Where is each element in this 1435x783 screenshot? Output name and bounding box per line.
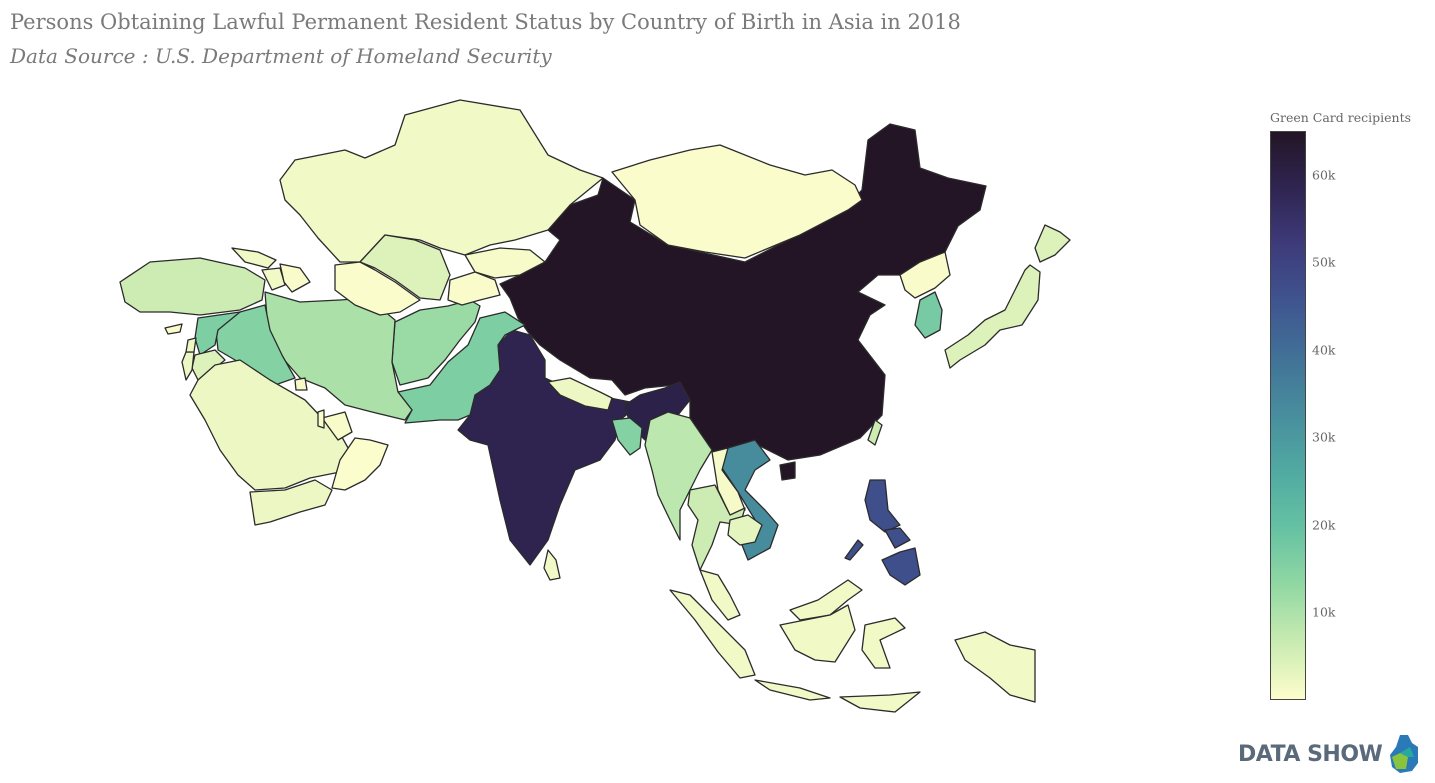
country-afghanistan[interactable]	[391, 299, 481, 386]
country-qatar[interactable]	[317, 409, 325, 429]
country-pakistan[interactable]	[397, 311, 526, 424]
country-nepal[interactable]	[547, 377, 613, 411]
country-philippines-mindanao[interactable]	[881, 547, 921, 586]
country-myanmar[interactable]	[644, 411, 713, 541]
country-malaysia-borneo[interactable]	[789, 579, 863, 621]
logo-text: DATA SHOW	[1238, 741, 1383, 767]
country-lebanon[interactable]	[185, 337, 197, 353]
country-shapes	[119, 99, 1071, 713]
country-vietnam[interactable]	[721, 439, 779, 561]
colorbar-gradient	[1270, 131, 1306, 700]
map-subtitle: Data Source : U.S. Department of Homelan…	[10, 44, 552, 68]
country-cyprus[interactable]	[164, 323, 183, 335]
colorbar-tick-label: 30k	[1312, 429, 1336, 445]
country-mongolia[interactable]	[611, 144, 863, 259]
country-indonesia-sumatra[interactable]	[669, 589, 756, 679]
country-thailand[interactable]	[687, 484, 746, 571]
country-south-korea[interactable]	[914, 291, 943, 339]
colorbar-tick-label: 10k	[1312, 604, 1336, 620]
country-israel[interactable]	[181, 351, 195, 381]
data-show-logo-icon	[1390, 735, 1419, 773]
country-north-korea[interactable]	[899, 251, 951, 299]
country-indonesia-java[interactable]	[754, 679, 831, 701]
country-china[interactable]	[499, 123, 987, 461]
country-uzbekistan[interactable]	[359, 234, 451, 301]
country-hainan[interactable]	[779, 461, 796, 481]
country-taiwan[interactable]	[867, 419, 883, 446]
country-kazakhstan[interactable]	[279, 99, 604, 263]
country-georgia[interactable]	[231, 247, 277, 269]
data-show-logo[interactable]: DATA SHOW	[1238, 733, 1420, 775]
country-philippines-palawan[interactable]	[844, 539, 864, 561]
country-indonesia-kalimantan[interactable]	[779, 604, 856, 663]
country-sri-lanka[interactable]	[543, 549, 561, 581]
country-bangladesh[interactable]	[611, 417, 643, 456]
country-armenia[interactable]	[261, 267, 286, 291]
country-indonesia-islands[interactable]	[839, 691, 921, 713]
colorbar-tick-label: 20k	[1312, 517, 1336, 533]
country-azerbaijan[interactable]	[279, 263, 311, 293]
country-cambodia[interactable]	[727, 514, 763, 546]
country-tajikistan[interactable]	[447, 271, 501, 306]
map-title: Persons Obtaining Lawful Permanent Resid…	[10, 10, 961, 34]
country-indonesia-sulawesi[interactable]	[861, 617, 906, 669]
country-philippines-visayas[interactable]	[884, 527, 911, 549]
country-yemen[interactable]	[249, 479, 333, 526]
country-kuwait[interactable]	[294, 377, 308, 391]
country-malaysia-peninsula[interactable]	[699, 569, 741, 621]
colorbar-title: Green Card recipients	[1270, 110, 1412, 125]
country-turkmenistan[interactable]	[334, 261, 421, 316]
colorbar-tick-label: 50k	[1312, 254, 1336, 270]
country-iraq[interactable]	[214, 304, 296, 386]
country-japan[interactable]	[944, 264, 1041, 369]
country-japan-hokkaido[interactable]	[1034, 224, 1071, 263]
colorbar-tick-label: 60k	[1312, 167, 1336, 183]
country-oman[interactable]	[331, 437, 389, 491]
asia-choropleth-map	[119, 99, 1071, 713]
colorbar-tick-label: 40k	[1312, 342, 1336, 358]
country-philippines-luzon[interactable]	[864, 479, 901, 533]
country-indonesia-papua[interactable]	[954, 631, 1036, 703]
country-uae[interactable]	[321, 411, 353, 441]
country-turkey[interactable]	[119, 257, 266, 316]
